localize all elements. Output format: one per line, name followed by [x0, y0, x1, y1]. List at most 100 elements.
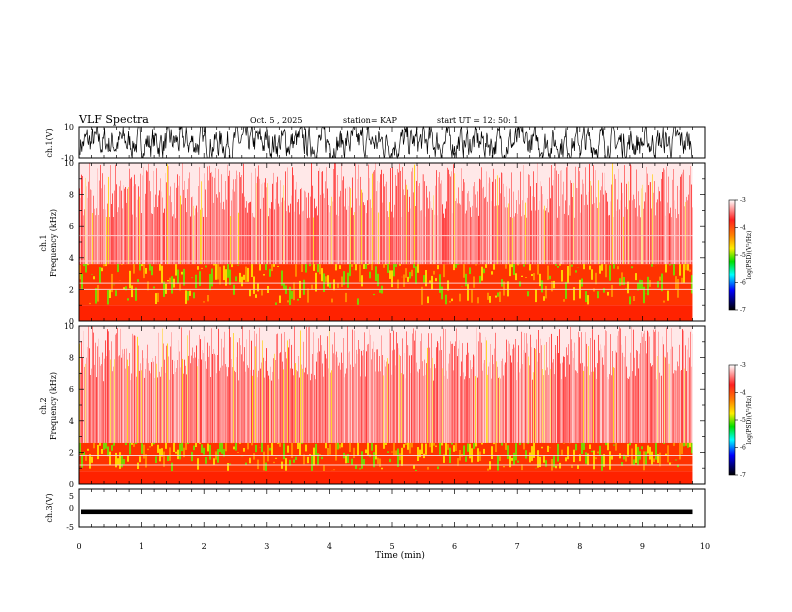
ch2-spec-column — [312, 354, 313, 443]
ch1-spec-band-cell — [427, 296, 429, 304]
ch1-spec-column — [91, 190, 92, 265]
ch2-spec-band-cell — [275, 457, 277, 459]
ch2-spec-column — [295, 363, 296, 443]
ch1-spec-column — [293, 175, 294, 265]
ch1-spec-band-cell — [659, 276, 661, 281]
ch2-spec-column — [293, 375, 294, 443]
ch2-spec-column — [505, 362, 506, 443]
ch1-spec-band-cell — [357, 298, 359, 305]
ch1-spec-column — [170, 186, 171, 265]
ch2-spec-band-cell — [271, 442, 273, 456]
ch2-spec-band-cell — [397, 448, 399, 467]
ch2-spec-column — [474, 356, 475, 443]
ch1-spec-column — [557, 217, 558, 265]
ch2-spec-column — [587, 366, 588, 443]
ch1-spec-band-cell — [225, 269, 227, 286]
ch2-spec-band-cell — [575, 443, 577, 451]
ch1-spec-column — [87, 197, 88, 265]
ch1-spec-column — [538, 209, 539, 265]
ch1-spec-column — [471, 216, 472, 265]
ch2-spec-column — [280, 352, 281, 443]
ch2-spec-column — [463, 372, 464, 443]
ch1-spec-band-cell — [123, 287, 125, 290]
ch1-spec-band-cell — [135, 287, 137, 301]
ch2-spec-column — [223, 347, 224, 443]
ch2-spec-band-cell — [553, 456, 555, 468]
ch1-spec-band-cell — [235, 276, 237, 282]
ch2-spec-column — [250, 370, 251, 443]
ch2-spec-column — [394, 349, 395, 443]
ch1-spec-band-cell — [247, 267, 249, 282]
ch2-spec-column — [263, 357, 264, 443]
ch1-spec-column — [486, 171, 487, 265]
ch2-spec-column — [682, 329, 683, 443]
ch1-spec-band-cell — [95, 288, 97, 304]
ch2-spec-column — [574, 342, 575, 443]
ch2-spec-band-cell — [659, 452, 661, 467]
ch1-spec-column — [86, 186, 87, 265]
ch1-spec-column — [454, 173, 455, 265]
ch2-spec-band-cell — [431, 442, 433, 453]
ch2-spec-column — [670, 349, 671, 443]
ch1-spec-band-cell — [513, 264, 515, 275]
ch2-spec-column — [287, 340, 288, 443]
ch2-spec-column — [656, 379, 657, 443]
ch1-spec-band-cell — [595, 272, 597, 285]
ch2-spec-band-cell — [637, 446, 639, 466]
ch1-spec-column — [412, 167, 413, 265]
ch2-spec-column — [486, 340, 487, 443]
ch1-spec-column — [449, 174, 450, 265]
ch2-spec-column — [210, 377, 211, 443]
ch1-spec-column — [524, 214, 525, 265]
ch2-spec-band-cell — [607, 442, 609, 451]
ch1-spectrogram-image — [79, 163, 705, 321]
ch1-spec-column — [484, 198, 485, 265]
ch1-spec-band-cell — [547, 265, 549, 281]
ch2-spec-band-cell — [299, 442, 301, 456]
ch1-spec-column — [353, 215, 354, 265]
ch1-spec-column — [525, 202, 526, 265]
ch1-spec-column — [232, 189, 233, 265]
ch1-spec-column — [556, 170, 557, 265]
ch1-spec-column — [265, 178, 266, 265]
ch2-spec-column — [668, 363, 669, 443]
ch2-spec-column — [232, 367, 233, 443]
ch2-spec-band-cell — [181, 442, 183, 452]
ch1-spec-column — [574, 217, 575, 265]
ch2-spec-column — [259, 327, 260, 443]
ch1-spec-column — [513, 191, 514, 265]
ch2-spec-band-cell — [563, 442, 565, 444]
ch2-spec-column — [299, 377, 300, 443]
ch2-spec-column — [278, 379, 279, 443]
ch1-spec-column — [493, 168, 494, 265]
ch2-spec-column — [580, 363, 581, 443]
ch1-spec-column — [246, 201, 247, 265]
ch1-spec-column — [244, 196, 245, 265]
ch1-spec-band-cell — [349, 264, 351, 277]
ch1-spec-column — [678, 214, 679, 265]
ch2-spec-column — [504, 364, 505, 443]
ch1-spec-band-cell — [417, 264, 419, 273]
ch1-spec-column — [680, 176, 681, 265]
ch2-spec-band-cell — [351, 458, 353, 465]
ch2-spec-column — [661, 375, 662, 443]
ch1-spec-column — [607, 201, 608, 265]
ch2-spec-column — [623, 356, 624, 443]
ch2-spec-band-cell — [183, 447, 185, 458]
ch2-spec-band-cell — [169, 447, 171, 461]
ch2-spec-column — [356, 349, 357, 443]
ch1-spec-column — [667, 202, 668, 265]
ch1-spec-band-cell — [207, 295, 209, 302]
ch1-spec-band-cell — [231, 264, 233, 268]
ch2-spec-column — [331, 370, 332, 443]
ch2-colorbar-ticks: -3-4-5-6-7 — [735, 362, 746, 479]
ch1-spec-column — [623, 216, 624, 265]
ch1-spec-column — [687, 200, 688, 265]
ch1-spec-column — [113, 217, 114, 265]
ch2-spec-band-cell — [623, 454, 625, 460]
ch1-spec-column — [690, 166, 691, 265]
ch1-spec-column — [178, 185, 179, 265]
ch1-spec-column — [286, 211, 287, 265]
ch2-spec-band-cell — [263, 451, 265, 471]
ch2-spec-column — [301, 364, 302, 443]
